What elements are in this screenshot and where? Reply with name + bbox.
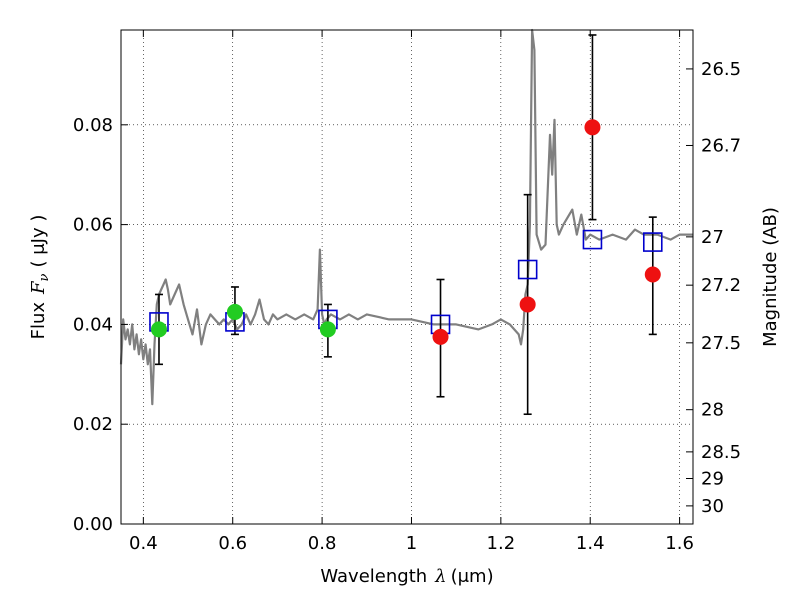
green-data-point (319, 321, 336, 338)
magnitude-tick-label: 27.2 (701, 275, 741, 296)
magnitude-tick-label: 30 (701, 496, 724, 517)
data-markers (149, 119, 663, 345)
y-tick-label: 0.00 (73, 514, 113, 535)
x-tick-label: 1.2 (487, 533, 516, 554)
x-tick-label: 0.4 (129, 533, 158, 554)
y-tick-label: 0.02 (73, 414, 113, 435)
red-data-point (519, 296, 536, 313)
magnitude-tick-label: 27.5 (701, 333, 741, 354)
plot-background (121, 30, 693, 524)
red-data-point (644, 266, 661, 283)
model-box-marker (582, 229, 603, 250)
x-tick-label: 0.8 (308, 533, 337, 554)
magnitude-tick-label: 29 (701, 468, 724, 489)
magnitude-tick-label: 28.5 (701, 442, 741, 463)
x-tick-label: 1.6 (665, 533, 694, 554)
red-data-point (432, 328, 449, 345)
x-tick-label: 1.4 (576, 533, 605, 554)
spectrum-line (119, 28, 693, 406)
model-box-marker (642, 232, 663, 252)
green-data-point (226, 303, 243, 320)
y-tick-label: 0.04 (73, 314, 113, 335)
green-data-point (150, 321, 167, 338)
y-tick-label: 0.08 (73, 115, 113, 136)
x-tick-label: 0.6 (218, 533, 247, 554)
magnitude-axis-label: Magnitude (AB) (760, 207, 781, 347)
x-tick-label: 1 (406, 533, 417, 554)
red-data-point (584, 119, 601, 136)
y-axis: 0.00 0.02 0.04 0.06 0.08 (73, 115, 128, 535)
magnitude-tick-label: 28 (701, 400, 724, 421)
magnitude-tick-label: 26.5 (701, 59, 741, 80)
magnitude-axis: 26.5 26.7 27 27.2 27.5 28 28.5 29 30 (686, 59, 741, 517)
magnitude-tick-label: 26.7 (701, 135, 741, 156)
x-axis: 0.4 0.6 0.8 1 1.2 1.4 1.6 (129, 30, 694, 554)
plot-frame (120, 29, 694, 525)
y-axis-label: FluxFν( μJy ) (28, 215, 52, 340)
y-tick-label: 0.06 (73, 215, 113, 236)
x-axis-label: Wavelength λ (μm) (320, 566, 493, 587)
model-spectrum (119, 28, 693, 406)
model-box-marker (517, 259, 538, 280)
magnitude-tick-label: 27 (701, 227, 724, 248)
